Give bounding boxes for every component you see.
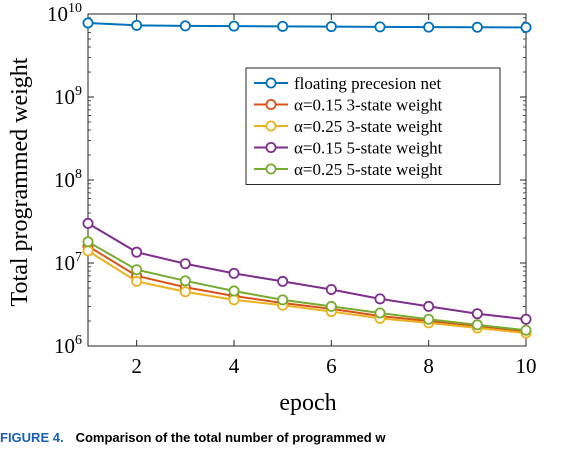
data-point <box>131 275 143 287</box>
data-point <box>82 245 94 257</box>
x-axis-label: epoch <box>279 390 336 416</box>
data-point <box>471 21 483 33</box>
data-point <box>179 275 191 287</box>
legend-swatch-marker <box>265 99 277 111</box>
data-point <box>131 19 143 31</box>
y-tick-label: 1010 <box>47 1 82 26</box>
data-point <box>471 319 483 331</box>
legend-label: floating precesion net <box>294 74 442 93</box>
data-point <box>423 313 435 325</box>
caption-text: Comparison of the total number of progra… <box>75 430 386 445</box>
y-tick-label: 107 <box>54 250 82 275</box>
data-point <box>82 236 94 248</box>
y-tick-label: 106 <box>54 333 82 358</box>
series-lines <box>82 17 532 339</box>
x-tick-label: 4 <box>229 354 240 378</box>
legend-swatch-marker <box>265 163 277 175</box>
data-point <box>82 17 94 29</box>
y-tick-label: 108 <box>54 167 82 192</box>
series-line <box>87 250 527 335</box>
legend-entry: α=0.25 3-state weight <box>254 117 443 136</box>
data-point <box>179 286 191 298</box>
data-point <box>374 307 386 319</box>
data-point <box>325 21 337 33</box>
data-point <box>228 267 240 279</box>
axes: 106 107 108 109 1010 2 4 6 8 10 <box>47 1 537 378</box>
data-point <box>423 300 435 312</box>
legend-swatch-marker <box>265 77 277 89</box>
data-point <box>520 313 532 325</box>
data-point <box>325 300 337 312</box>
series-line <box>87 245 527 333</box>
data-point <box>277 275 289 287</box>
data-point <box>131 264 143 276</box>
data-point <box>374 21 386 33</box>
legend-swatch-marker <box>265 141 277 153</box>
legend-entry: floating precesion net <box>254 74 442 93</box>
legend-entry: α=0.15 3-state weight <box>254 96 443 115</box>
data-point <box>520 21 532 33</box>
figure-caption: FIGURE 4. Comparison of the total number … <box>0 430 572 450</box>
legend-swatch-marker <box>265 120 277 132</box>
series-line <box>87 222 527 321</box>
x-tick-label: 2 <box>131 354 142 378</box>
y-tick-label: 109 <box>54 84 82 109</box>
series-4 <box>82 217 532 325</box>
data-point <box>179 20 191 32</box>
x-tick-label: 8 <box>423 354 434 378</box>
x-tick-label: 10 <box>516 354 537 378</box>
data-point <box>277 294 289 306</box>
legend-label: α=0.25 3-state weight <box>294 117 443 136</box>
data-point <box>471 308 483 320</box>
series-line <box>87 240 527 332</box>
legend-entry: α=0.25 5-state weight <box>254 160 443 179</box>
data-point <box>277 20 289 32</box>
figure-number: FIGURE 4. <box>0 430 64 445</box>
legend-entry: α=0.15 5-state weight <box>254 139 443 158</box>
data-point <box>179 258 191 270</box>
legend-label: α=0.15 5-state weight <box>294 139 443 158</box>
legend-label: α=0.15 3-state weight <box>294 96 443 115</box>
legend-box <box>245 67 501 185</box>
data-point <box>228 285 240 297</box>
data-point <box>228 20 240 32</box>
data-point <box>374 293 386 305</box>
line-chart: 106 107 108 109 1010 2 4 6 8 10 floating precesio… <box>7 1 537 416</box>
data-point <box>520 324 532 336</box>
data-point <box>228 294 240 306</box>
data-point <box>131 246 143 258</box>
series-line <box>87 21 527 29</box>
data-point <box>325 283 337 295</box>
series-1 <box>82 17 532 33</box>
legend-label: α=0.25 5-state weight <box>294 160 443 179</box>
legend: floating precesion net α=0.15 3-state wei… <box>245 67 501 185</box>
y-axis-label: Total programmed weight <box>7 57 33 306</box>
x-tick-label: 6 <box>326 354 337 378</box>
data-point <box>82 217 94 229</box>
data-point <box>423 21 435 33</box>
series-5 <box>82 236 532 336</box>
